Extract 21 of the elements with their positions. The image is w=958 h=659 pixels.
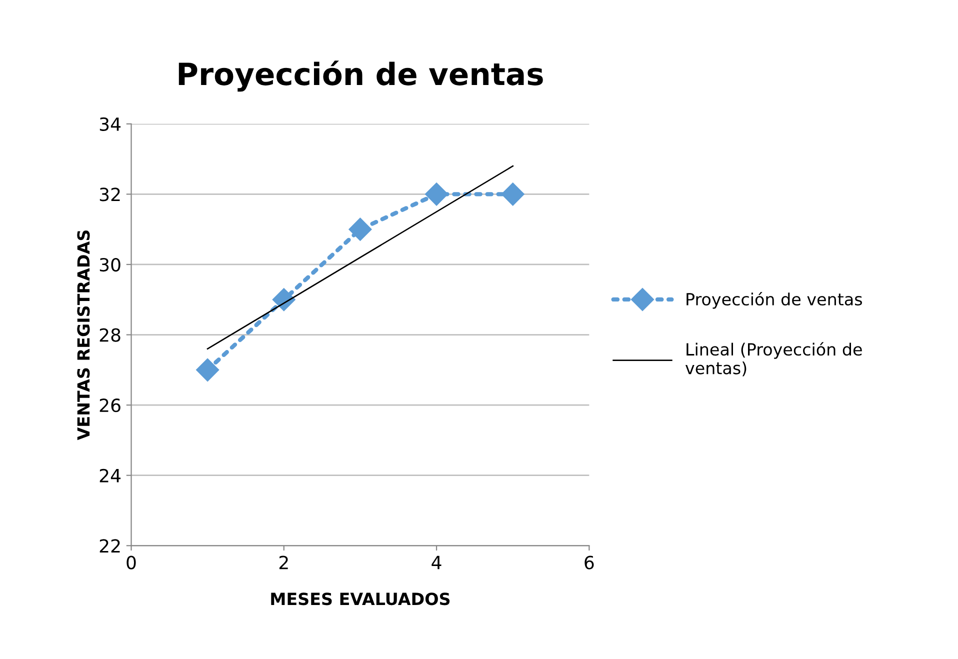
point [501,182,524,206]
x-tick-label: 4 [432,556,442,570]
y-tick-label: 30 [100,258,120,272]
y-tick-label: 34 [100,117,121,132]
point [348,218,372,241]
legend-label: Proyección de ventas [686,292,862,309]
chart-title: Proyección de ventas [178,60,543,92]
point [196,358,220,382]
point [272,288,296,312]
x-axis-title: MESES EVALUADOS [271,592,450,606]
x-tick-label: 6 [584,556,594,570]
y-axis-title: VENTAS REGISTRADAS [77,230,90,440]
legend-label: Lineal (Proyección de ventas) [685,342,862,376]
y-tick-label: 22 [100,539,120,553]
point [425,182,448,206]
y-tick-label: 32 [100,188,120,202]
y-tick-label: 28 [100,328,120,342]
y-tick-label: 24 [100,468,121,482]
x-tick-label: 0 [126,556,136,570]
x-tick-label: 2 [279,556,288,570]
y-tick-label: 26 [100,398,120,412]
